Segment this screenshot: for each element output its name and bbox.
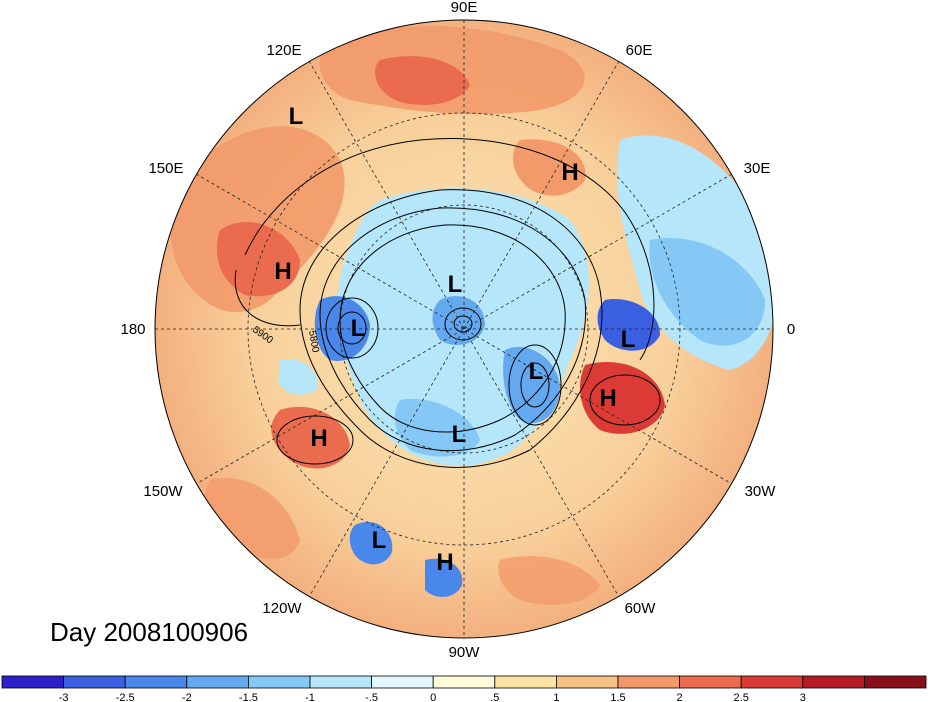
colorbar-tick-label: 3 xyxy=(800,692,806,702)
colorbar-box xyxy=(432,675,496,689)
high-center-atlantic: H xyxy=(599,385,616,412)
colorbar-box xyxy=(371,675,434,689)
colorbar-box xyxy=(494,675,557,689)
map-boundary xyxy=(154,19,774,639)
colorbar-box xyxy=(740,675,804,689)
colorbar-tick-label: -1 xyxy=(305,692,315,702)
colorbar-tick-label: -2.5 xyxy=(116,692,135,702)
low-center-siberia: L xyxy=(289,103,304,130)
high-center-west-pacific: H xyxy=(274,258,291,285)
colorbar-box xyxy=(679,675,742,689)
high-center-caspian: H xyxy=(561,159,578,186)
colorbar-tick-label: 0 xyxy=(430,692,436,702)
colorbar-box xyxy=(556,675,619,689)
high-center-alaska: H xyxy=(310,425,327,452)
colorbar-tick-label: 2.5 xyxy=(734,692,749,702)
colorbar-boxes xyxy=(1,675,927,689)
lon-label-120e: 120E xyxy=(266,42,301,59)
lon-label-60w: 60W xyxy=(625,600,657,617)
contour-label-5800: 5800 xyxy=(306,330,321,354)
anomaly-field xyxy=(155,20,773,638)
low-center-europe: L xyxy=(621,326,636,353)
colorbar-tick-label: -1.5 xyxy=(239,692,258,702)
colorbar-ticks: -3 -2.5 -2 -1.5 -1 -.5 0 .5 1 1.5 2 2.5 3 xyxy=(59,692,806,702)
lon-label-30w: 30W xyxy=(745,483,777,500)
low-center-east-pacific: L xyxy=(372,527,387,554)
lon-label-30e: 30E xyxy=(744,160,771,177)
colorbar-tick-label: 1.5 xyxy=(610,692,625,702)
colorbar-box xyxy=(617,675,680,689)
lon-label-180: 180 xyxy=(120,321,145,338)
low-center-arctic: L xyxy=(448,271,463,298)
colorbar-box xyxy=(1,675,64,689)
colorbar-box xyxy=(802,675,865,689)
colorbar-tick-label: 1 xyxy=(553,692,559,702)
lon-label-120w: 120W xyxy=(262,600,302,617)
day-label: Day 2008100906 xyxy=(50,617,249,647)
colorbar-tick-label: -3 xyxy=(59,692,69,702)
lon-label-90w: 90W xyxy=(449,644,481,661)
colorbar-tick-label: 2 xyxy=(677,692,683,702)
longitude-labels: 90E 60E 30E 0 30W 60W 90W 120W 150W 180 … xyxy=(120,0,795,661)
lon-label-150e: 150E xyxy=(148,160,183,177)
colorbar: -3 -2.5 -2 -1.5 -1 -.5 0 .5 1 1.5 2 2.5 3 xyxy=(1,675,927,702)
pressure-centers: L H H L L L L H H L L H xyxy=(274,103,635,576)
high-center-mexico: H xyxy=(436,549,453,576)
colorbar-tick-label: .5 xyxy=(490,692,499,702)
colorbar-box xyxy=(186,675,249,689)
colorbar-tick-label: -.5 xyxy=(365,692,378,702)
colorbar-box xyxy=(864,675,927,689)
low-center-baffin: L xyxy=(529,358,544,385)
lon-label-90e: 90E xyxy=(451,0,478,16)
colorbar-box xyxy=(309,675,372,689)
lon-label-150w: 150W xyxy=(143,483,183,500)
low-center-bering: L xyxy=(351,315,366,342)
colorbar-box xyxy=(63,675,126,689)
low-center-canada: L xyxy=(452,421,467,448)
graticule xyxy=(155,20,773,638)
colorbar-box xyxy=(124,675,188,689)
lon-label-60e: 60E xyxy=(626,42,653,59)
colorbar-tick-label: -2 xyxy=(182,692,192,702)
lon-label-0: 0 xyxy=(787,321,795,338)
colorbar-box xyxy=(247,675,311,689)
